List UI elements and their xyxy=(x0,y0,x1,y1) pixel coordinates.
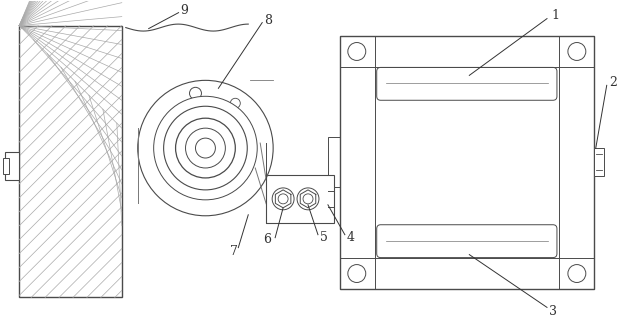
Bar xyxy=(19,26,122,298)
Text: 9: 9 xyxy=(181,4,188,17)
Circle shape xyxy=(186,128,225,168)
Bar xyxy=(3,158,9,174)
Circle shape xyxy=(176,118,235,178)
Circle shape xyxy=(163,106,247,190)
Circle shape xyxy=(297,188,319,210)
Text: 7: 7 xyxy=(230,245,238,258)
Bar xyxy=(559,36,594,289)
Circle shape xyxy=(348,43,366,60)
Bar xyxy=(340,36,594,289)
Bar xyxy=(340,258,594,289)
Bar xyxy=(340,36,594,67)
Circle shape xyxy=(189,87,201,99)
Circle shape xyxy=(230,98,240,108)
Text: 1: 1 xyxy=(551,9,559,22)
Circle shape xyxy=(568,265,586,283)
Bar xyxy=(340,36,374,289)
Circle shape xyxy=(303,194,313,204)
Text: 2: 2 xyxy=(608,76,617,89)
Bar xyxy=(266,175,334,223)
Bar xyxy=(6,152,19,180)
Text: 8: 8 xyxy=(264,14,272,27)
Text: 3: 3 xyxy=(549,305,557,318)
Circle shape xyxy=(568,43,586,60)
Circle shape xyxy=(138,80,273,216)
Circle shape xyxy=(154,96,258,200)
Text: 4: 4 xyxy=(347,231,355,244)
Circle shape xyxy=(196,138,215,158)
Circle shape xyxy=(348,265,366,283)
Text: 5: 5 xyxy=(320,231,328,244)
Circle shape xyxy=(272,188,294,210)
Bar xyxy=(19,26,122,298)
Bar xyxy=(594,148,604,176)
Text: 6: 6 xyxy=(263,233,271,246)
Circle shape xyxy=(278,194,288,204)
Bar xyxy=(328,137,340,187)
